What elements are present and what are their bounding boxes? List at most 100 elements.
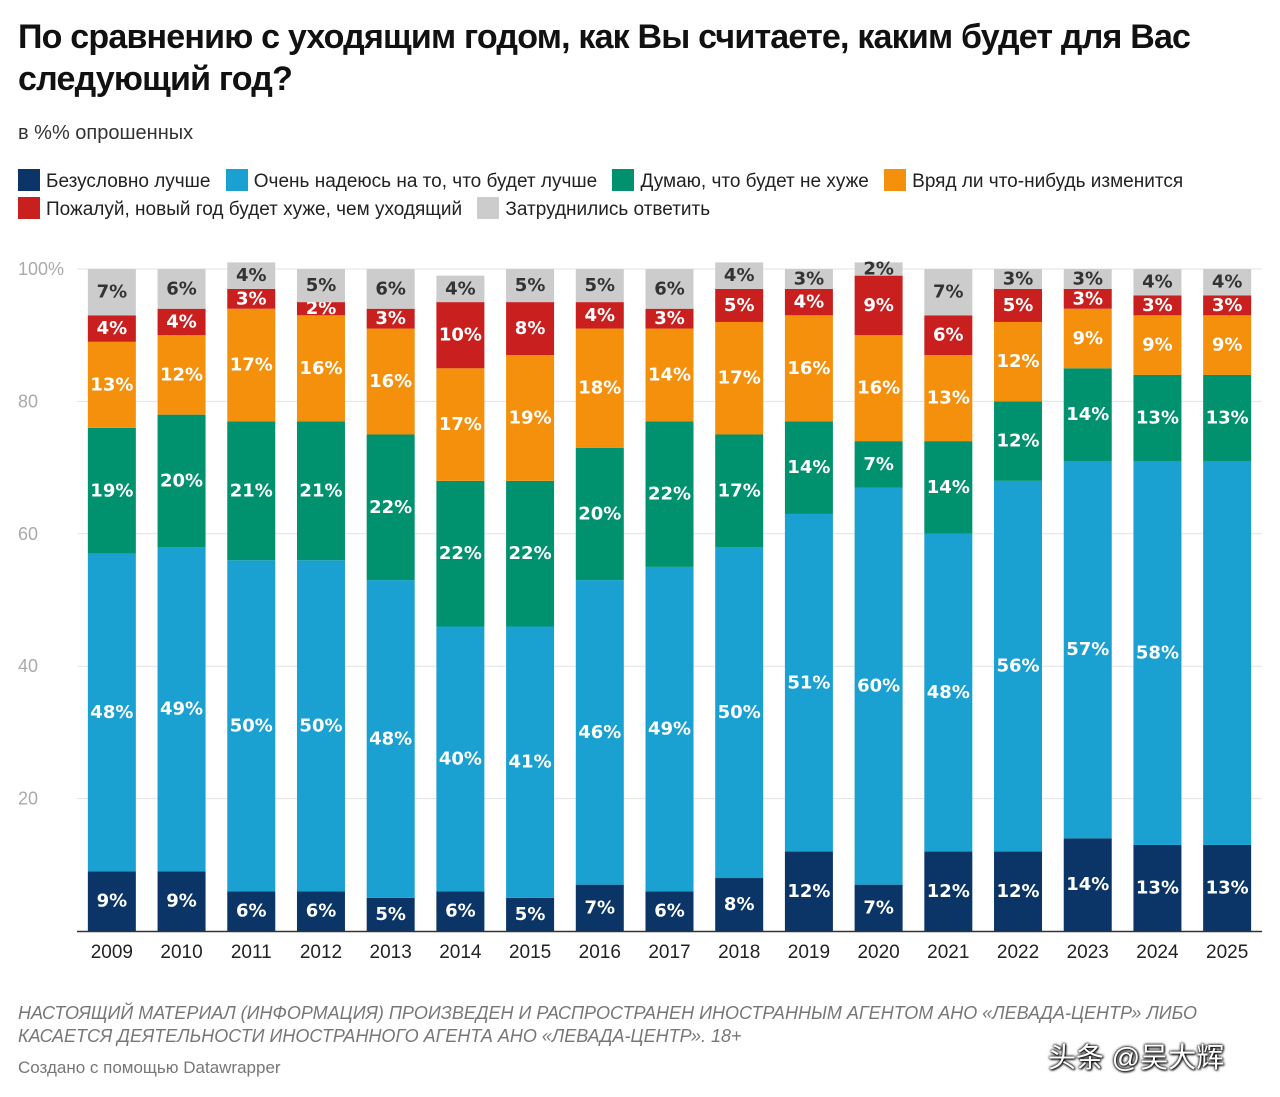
data-label: 10% [439, 325, 482, 346]
x-tick-label: 2021 [927, 942, 969, 963]
bar-segment [1133, 295, 1182, 316]
stacked-bar-chart: 20 40 60 80 100% 9% 48% 19% 13% 4% 7% 2009 9% 49% 20% 1… [18, 259, 1262, 963]
bar-segment [227, 308, 276, 422]
bar-segment [715, 878, 764, 931]
data-label: 5% [375, 904, 406, 925]
bar-segment [506, 355, 555, 481]
data-label: 7% [863, 897, 894, 918]
bar-segment [784, 513, 833, 852]
data-label: 21% [299, 480, 342, 501]
data-label: 48% [927, 682, 970, 703]
data-label: 46% [578, 722, 621, 743]
data-label: 4% [585, 305, 616, 326]
data-label: 13% [1136, 877, 1179, 898]
data-label: 16% [369, 371, 412, 392]
bar-segment [227, 560, 276, 892]
bar-segment [645, 269, 694, 309]
bar-segment [645, 421, 694, 567]
data-label: 12% [996, 431, 1039, 452]
data-label: 4% [794, 292, 825, 313]
bar-segment [296, 302, 345, 316]
data-label: 41% [509, 752, 552, 773]
data-label: 14% [1066, 874, 1109, 895]
data-label: 20% [160, 470, 203, 491]
bar-segment [87, 427, 136, 554]
legend-swatch [612, 169, 635, 191]
data-label: 50% [718, 702, 761, 723]
data-label: 9% [1072, 328, 1103, 349]
legend-item-hope-better: Очень надеюсь на то, что будет лучше [225, 169, 597, 192]
data-label: 4% [1212, 272, 1243, 293]
bar-segment [994, 851, 1043, 931]
bar-segment [854, 335, 903, 442]
data-label: 22% [509, 543, 552, 564]
bar-segment [1133, 269, 1182, 296]
bar-segment [87, 341, 136, 428]
data-label: 6% [166, 278, 197, 299]
data-label: 12% [996, 351, 1039, 372]
data-label: 5% [306, 275, 337, 296]
bar-segment [366, 328, 415, 435]
data-label: 4% [166, 311, 197, 332]
data-label: 5% [585, 275, 616, 296]
bar-segment [924, 315, 973, 356]
watermark: 头条 @吴大辉 [1048, 1042, 1225, 1073]
data-label: 16% [299, 358, 342, 379]
bar-segment [87, 871, 136, 931]
bar-segment [924, 355, 973, 442]
data-label: 51% [787, 672, 830, 693]
bar-segment [575, 302, 624, 329]
data-label: 16% [857, 378, 900, 399]
data-label: 9% [1212, 335, 1243, 356]
data-label: 48% [369, 729, 412, 750]
bar-segment [1063, 308, 1112, 369]
bar-segment [436, 302, 485, 369]
data-label: 40% [439, 748, 482, 769]
bar-segment [296, 891, 345, 931]
bar-segment [715, 434, 764, 548]
data-label: 8% [724, 894, 755, 915]
data-label: 13% [1136, 407, 1179, 428]
bar-segment [645, 308, 694, 329]
bar-segment [994, 401, 1043, 481]
data-label: 6% [306, 901, 337, 922]
bar-segment [227, 262, 276, 289]
data-label: 14% [1066, 404, 1109, 425]
bar-segment [366, 897, 415, 931]
bar-segment [296, 269, 345, 303]
data-label: 2% [863, 259, 894, 280]
x-tick-label: 2022 [997, 942, 1039, 963]
data-label: 12% [787, 881, 830, 902]
bar-segment [924, 533, 973, 852]
x-tick-label: 2018 [718, 942, 760, 963]
data-label: 9% [166, 891, 197, 912]
legend-label: Безусловно лучше [46, 171, 211, 192]
y-tick-label: 60 [18, 524, 38, 544]
legend-label: Пожалуй, новый год будет хуже, чем уходя… [46, 199, 463, 220]
bar-segment [1203, 269, 1252, 296]
data-label: 3% [1212, 295, 1243, 316]
data-label: 17% [439, 414, 482, 435]
bar-segment [157, 308, 206, 336]
data-label: 19% [509, 407, 552, 428]
bar-segment [715, 262, 764, 289]
data-label: 3% [1072, 268, 1103, 289]
bar-segment [1063, 460, 1112, 839]
x-tick-label: 2019 [788, 942, 830, 963]
data-label: 50% [230, 715, 273, 736]
bar-segment [924, 441, 973, 534]
bar-segment [994, 269, 1043, 289]
bar-segment [645, 891, 694, 931]
bar-segment [784, 421, 833, 514]
data-label: 6% [654, 278, 685, 299]
x-tick-label: 2023 [1067, 942, 1109, 963]
bar-segment [157, 335, 206, 415]
data-label: 5% [724, 295, 755, 316]
data-label: 58% [1136, 642, 1179, 663]
bar-segment [436, 626, 485, 892]
data-label: 14% [927, 477, 970, 498]
bar-segment [994, 288, 1043, 322]
data-label: 22% [648, 484, 691, 505]
data-label: 9% [863, 295, 894, 316]
data-label: 13% [90, 374, 133, 395]
